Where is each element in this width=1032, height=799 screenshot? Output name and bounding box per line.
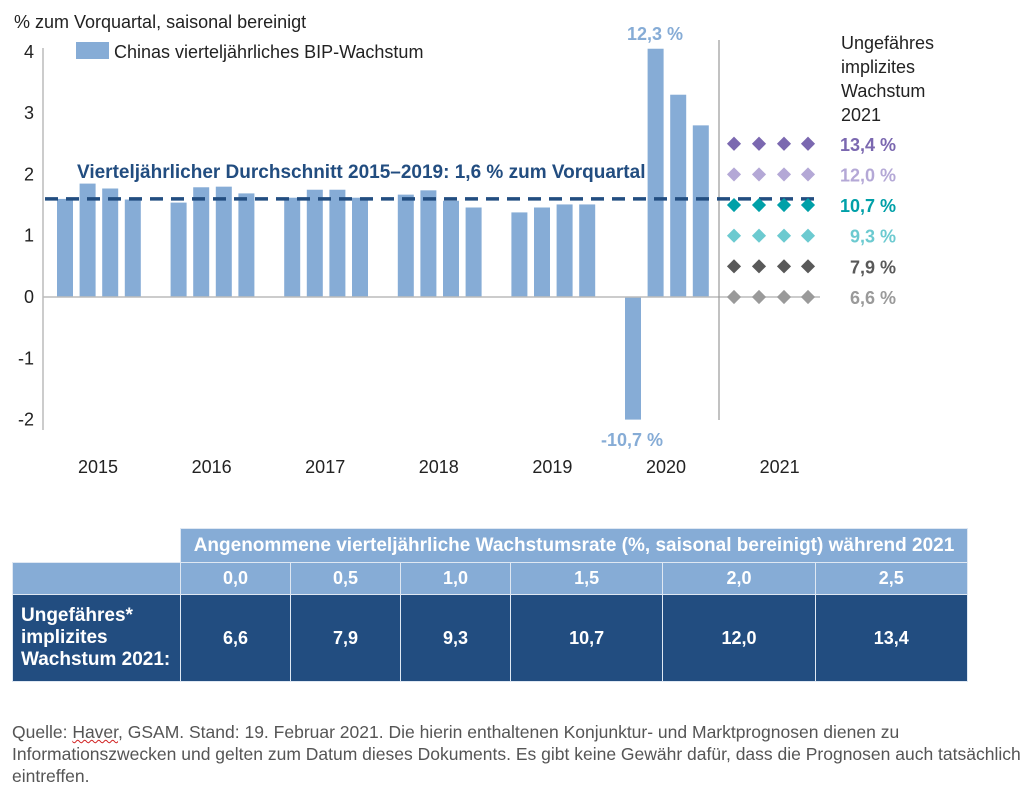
table-cell: 6,6 (180, 594, 291, 682)
y-tick-label: 0 (24, 287, 34, 307)
bar (692, 125, 709, 297)
scenario-marker (726, 197, 742, 213)
svg-text:Ungefähres: Ungefähres (841, 33, 934, 53)
table-cell: 13,4 (814, 594, 969, 682)
bar (443, 200, 459, 297)
scenario-marker (776, 228, 792, 243)
bar (465, 207, 482, 297)
bar (102, 188, 119, 297)
scenario-marker (751, 228, 767, 243)
bar (420, 190, 437, 297)
column-header: 0,5 (290, 562, 401, 595)
column-header: 1,0 (400, 562, 511, 595)
y-tick-label: 1 (24, 226, 34, 246)
scenario-marker (800, 228, 816, 243)
table-cell: 12,0 (662, 594, 816, 682)
scenario-label: 10,7 % (840, 196, 896, 216)
legend-label: Chinas vierteljährliches BIP-Wachstum (114, 42, 423, 62)
scenarios-title: Ungefähres implizites Wachstum 2021 (841, 33, 934, 125)
scenario-marker (751, 259, 767, 274)
gdp-chart: % zum Vorquartal, saisonal bereinigt Chi… (14, 12, 934, 477)
table-row: Ungefähres* implizites Wachstum 2021: 6,6 … (12, 594, 969, 682)
scenario-marker (726, 289, 742, 305)
y-tick-label: 3 (24, 103, 34, 123)
column-header: 2,0 (662, 562, 816, 595)
column-header: 1,5 (509, 562, 664, 595)
scenario-label: 7,9 % (850, 257, 896, 277)
x-tick-label: 2016 (192, 457, 232, 477)
bar (193, 187, 210, 297)
scenario-marker (726, 136, 742, 151)
bar (57, 198, 73, 297)
scenario-marker (726, 259, 742, 274)
column-header: 2,5 (814, 562, 969, 595)
scenario-marker (800, 289, 816, 305)
bar (397, 194, 414, 297)
bar (647, 48, 664, 297)
y-tick-label: -1 (18, 348, 34, 368)
column-header: 0,0 (180, 562, 291, 595)
scenario-marker (751, 197, 767, 213)
bar (534, 207, 550, 297)
min-label: -10,7 % (601, 430, 663, 450)
bar (579, 204, 596, 297)
table-row: 0,0 0,5 1,0 1,5 2,0 2,5 (12, 562, 969, 595)
x-tick-label: 2018 (419, 457, 459, 477)
bar (556, 204, 573, 297)
x-tick-label: 2021 (760, 457, 800, 477)
scenario-label: 13,4 % (840, 135, 896, 155)
bar (625, 297, 641, 420)
bar (306, 189, 323, 297)
table-header: Angenommene vierteljährliche Wachstumsra… (180, 528, 968, 563)
x-tick-label: 2020 (646, 457, 686, 477)
scenario-table: Angenommene vierteljährliche Wachstumsra… (12, 528, 969, 682)
svg-text:implizites: implizites (841, 57, 915, 77)
y-tick-label: 4 (24, 42, 34, 62)
bar (238, 193, 255, 297)
table-cell: 10,7 (509, 594, 664, 682)
svg-text:Wachstum: Wachstum (841, 81, 925, 101)
bar (79, 183, 96, 297)
scenario-marker (751, 136, 767, 151)
source-footnote: Quelle: Haver, GSAM. Stand: 19. Februar … (12, 722, 1021, 786)
scenario-marker (776, 197, 792, 213)
table-cell: 7,9 (290, 594, 401, 682)
bar (284, 197, 301, 297)
y-tick-label: -2 (18, 410, 34, 430)
scenario-label: 12,0 % (840, 165, 896, 185)
svg-text:2021: 2021 (841, 105, 881, 125)
scenario-marker (776, 259, 792, 274)
bar (170, 202, 187, 297)
bar (352, 197, 368, 297)
scenario-marker (800, 167, 816, 182)
scenario-label: 9,3 % (850, 227, 896, 247)
scenario-marker (751, 167, 767, 182)
bar (215, 186, 232, 297)
bar (670, 94, 687, 298)
scenario-marker (776, 289, 792, 305)
scenario-marker (751, 289, 767, 305)
scenario-label: 6,6 % (850, 288, 896, 308)
scenario-marker (800, 136, 816, 151)
scenario-marker (800, 259, 816, 274)
y-axis-label: % zum Vorquartal, saisonal bereinigt (14, 12, 306, 32)
max-label: 12,3 % (627, 24, 683, 44)
bar (511, 212, 528, 297)
average-label: Vierteljährlicher Durchschnitt 2015–2019… (77, 162, 645, 183)
scenario-marker (726, 167, 742, 182)
scenario-marker (726, 228, 742, 243)
bar (329, 189, 346, 297)
x-tick-label: 2017 (305, 457, 345, 477)
scenario-marker (776, 136, 792, 151)
legend-swatch (76, 42, 109, 59)
scenario-marker (776, 167, 792, 182)
scenario-marker (800, 197, 816, 213)
x-tick-label: 2019 (532, 457, 572, 477)
row-label: Ungefähres* implizites Wachstum 2021: (12, 594, 181, 682)
x-tick-label: 2015 (78, 457, 118, 477)
table-cell: 9,3 (400, 594, 511, 682)
bar (124, 199, 141, 297)
y-tick-label: 2 (24, 164, 34, 184)
